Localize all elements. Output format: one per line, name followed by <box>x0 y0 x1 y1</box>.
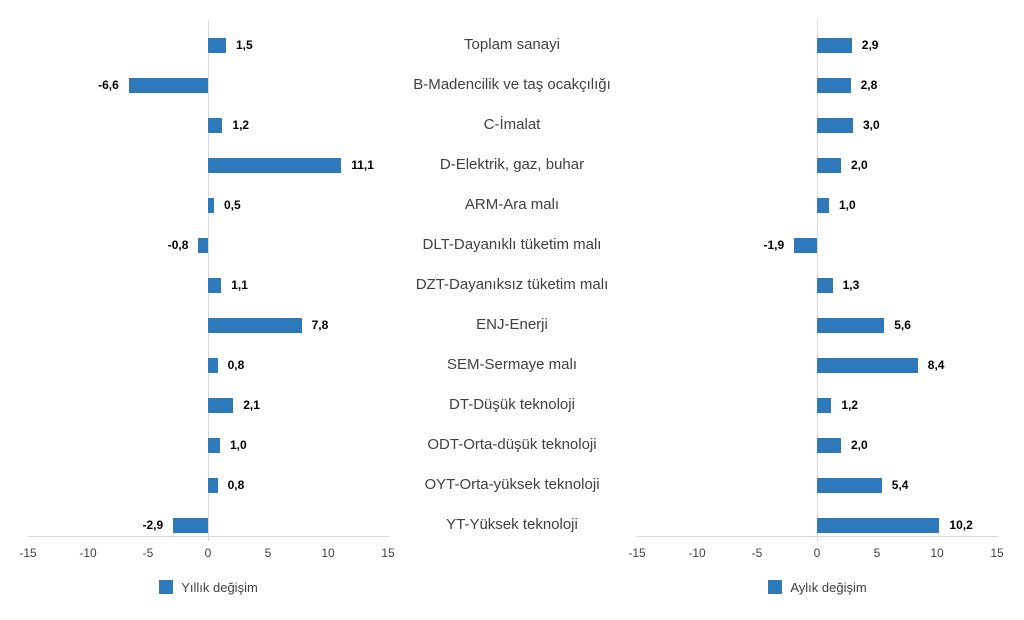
bar <box>198 237 208 253</box>
bar-value-label: 10,2 <box>949 518 973 532</box>
bar <box>817 477 882 493</box>
bar-value-label: 1,1 <box>231 278 248 292</box>
x-tick-label: 0 <box>204 546 212 560</box>
bar <box>208 157 342 173</box>
bar <box>817 37 852 53</box>
bar-value-label: 1,0 <box>839 198 856 212</box>
bar-value-label: 0,8 <box>227 358 245 372</box>
bar-value-label: 1,2 <box>232 118 250 132</box>
bar <box>817 317 885 333</box>
bar-value-label: 3,0 <box>863 118 880 132</box>
bar <box>817 77 851 93</box>
bar-value-label: -1,9 <box>763 238 785 252</box>
bar <box>817 157 841 173</box>
bar-value-label: 2,0 <box>851 438 868 452</box>
bar <box>208 277 222 293</box>
bar-value-label: 2,8 <box>860 78 878 92</box>
legend-yillik-degisim: Yıllık değişim <box>28 578 389 596</box>
bar <box>794 237 817 253</box>
bar <box>817 357 918 373</box>
bar <box>817 517 940 533</box>
legend-label: Aylık değişim <box>790 579 867 595</box>
bar <box>208 317 302 333</box>
category-label: C-İmalat <box>483 116 541 133</box>
bar <box>208 117 223 133</box>
x-tick-label: 0 <box>813 546 821 560</box>
bar <box>817 277 833 293</box>
x-tick-label: 10 <box>930 546 944 560</box>
category-label: SEM-Sermaye malı <box>446 356 578 373</box>
legend-aylik-degisim: Aylık değişim <box>637 578 998 596</box>
x-tick-label: -5 <box>142 546 154 560</box>
bar-value-label: 11,1 <box>351 158 374 172</box>
bar-value-label: 5,4 <box>891 478 909 492</box>
bar <box>208 477 218 493</box>
bar <box>817 197 829 213</box>
legend-swatch-icon <box>768 580 783 594</box>
bar-value-label: 5,6 <box>894 318 911 332</box>
bar <box>817 117 853 133</box>
category-label: ARM-Ara malı <box>464 196 560 213</box>
x-tick-label: 5 <box>873 546 881 560</box>
bar-value-label: 1,5 <box>236 38 253 52</box>
bar-value-label: 1,3 <box>842 278 860 292</box>
category-label: ENJ-Enerji <box>476 316 548 333</box>
x-tick-label: -10 <box>688 546 706 560</box>
category-label: OYT-Orta-yüksek teknoloji <box>424 476 600 493</box>
category-label: DLT-Dayanıklı tüketim malı <box>422 236 602 253</box>
bar <box>173 517 208 533</box>
x-tick-label: 10 <box>321 546 335 560</box>
bar <box>208 437 220 453</box>
x-tick-label: 15 <box>990 546 1004 560</box>
bar-value-label: 2,9 <box>861 38 879 52</box>
bar-value-label: 8,4 <box>927 358 945 372</box>
bar-value-label: 2,0 <box>851 158 868 172</box>
bar <box>128 77 208 93</box>
bar-value-label: 1,2 <box>841 398 859 412</box>
category-label: ODT-Orta-düşük teknoloji <box>427 436 597 453</box>
zero-tick <box>817 536 818 541</box>
bar-value-label: 2,1 <box>243 398 260 412</box>
bar-value-label: 0,8 <box>227 478 245 492</box>
bar-value-label: 7,8 <box>311 318 329 332</box>
bar <box>208 37 226 53</box>
category-label: YT-Yüksek teknoloji <box>446 516 578 533</box>
category-label: DT-Düşük teknoloji <box>449 396 575 413</box>
category-label: B-Madencilik ve taş ocakçılığı <box>413 76 611 93</box>
category-label: D-Elektrik, gaz, buhar <box>439 156 585 173</box>
category-label: Toplam sanayi <box>464 36 560 53</box>
legend-label: Yıllık değişim <box>181 579 258 595</box>
x-tick-label: -5 <box>751 546 763 560</box>
bar <box>208 357 218 373</box>
x-tick-label: -10 <box>79 546 97 560</box>
zero-tick <box>208 536 209 541</box>
x-tick-label: -15 <box>19 546 37 560</box>
bar <box>817 437 841 453</box>
bar-value-label: -2,9 <box>142 518 164 532</box>
category-label: DZT-Dayanıksız tüketim malı <box>415 276 609 293</box>
legend-swatch-icon <box>159 580 174 594</box>
bar-value-label: 0,5 <box>224 198 241 212</box>
x-tick-label: -15 <box>628 546 646 560</box>
bar-value-label: -0,8 <box>167 238 189 252</box>
x-tick-label: 5 <box>264 546 272 560</box>
bar-value-label: 1,0 <box>230 438 247 452</box>
bar <box>208 397 234 413</box>
bar <box>817 397 832 413</box>
x-tick-label: 15 <box>381 546 395 560</box>
bar <box>208 197 214 213</box>
bar-value-label: -6,6 <box>98 78 119 92</box>
